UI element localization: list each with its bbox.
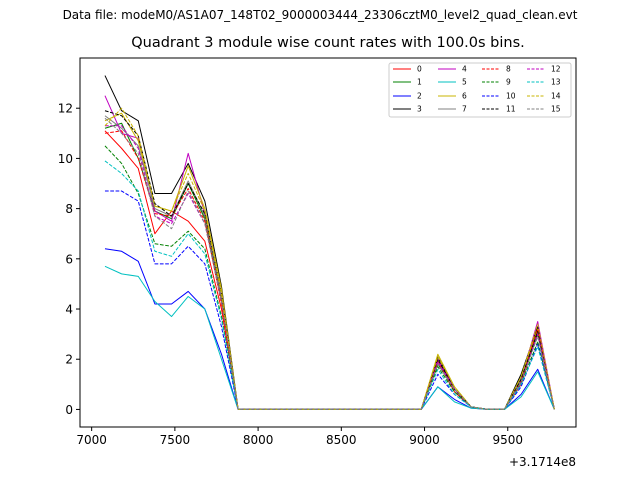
y-axis: 0 2 4 6 8 10 12 xyxy=(58,102,80,417)
y-tick-label: 10 xyxy=(58,152,73,166)
y-tick-label: 12 xyxy=(58,102,73,116)
legend-label-13: 13 xyxy=(551,78,561,87)
y-tick-label: 6 xyxy=(65,252,73,266)
series-line-1 xyxy=(104,122,555,410)
legend-label-2: 2 xyxy=(417,92,422,101)
legend-label-1: 1 xyxy=(417,78,422,87)
legend-label-7: 7 xyxy=(462,105,467,114)
y-tick-label: 2 xyxy=(65,353,73,367)
series-layer xyxy=(104,75,555,410)
legend-label-15: 15 xyxy=(551,105,561,114)
series-line-13 xyxy=(104,160,555,410)
series-line-15 xyxy=(104,117,555,410)
x-tick-label: 8500 xyxy=(326,433,357,447)
legend-label-11: 11 xyxy=(506,105,516,114)
x-axis: 7000 7500 8000 8500 9000 9500 xyxy=(76,427,523,447)
chart-title: Quadrant 3 module wise count rates with … xyxy=(131,35,525,51)
legend-label-5: 5 xyxy=(462,78,467,87)
series-line-2 xyxy=(104,248,555,410)
series-line-6 xyxy=(104,112,555,410)
figure-suptitle: Data file: modeM0/AS1A07_148T02_90000034… xyxy=(62,8,578,22)
series-line-3 xyxy=(104,75,555,410)
series-line-11 xyxy=(104,110,555,410)
x-tick-label: 8000 xyxy=(243,433,274,447)
series-line-14 xyxy=(104,107,555,410)
x-offset-label: +3.1714e8 xyxy=(509,455,576,469)
x-tick-label: 9500 xyxy=(492,433,523,447)
legend-label-6: 6 xyxy=(462,92,467,101)
series-line-8 xyxy=(104,130,555,410)
y-tick-label: 0 xyxy=(65,403,73,417)
legend-label-9: 9 xyxy=(506,78,511,87)
x-tick-label: 9000 xyxy=(409,433,440,447)
x-tick-label: 7500 xyxy=(160,433,191,447)
legend-label-12: 12 xyxy=(551,65,561,74)
legend-label-10: 10 xyxy=(506,92,516,101)
x-tick-label: 7000 xyxy=(76,433,107,447)
series-line-12 xyxy=(104,125,555,410)
plot-frame xyxy=(79,57,577,428)
series-line-5 xyxy=(104,265,555,410)
legend-label-4: 4 xyxy=(462,65,467,74)
legend-label-3: 3 xyxy=(417,105,422,114)
series-line-9 xyxy=(104,145,555,410)
legend-label-8: 8 xyxy=(506,65,511,74)
legend-box xyxy=(388,62,572,118)
legend-label-14: 14 xyxy=(551,92,561,101)
y-tick-label: 4 xyxy=(65,303,73,317)
series-line-0 xyxy=(104,130,555,410)
series-line-4 xyxy=(104,95,555,410)
y-tick-label: 8 xyxy=(65,202,73,216)
series-line-10 xyxy=(104,190,555,410)
legend-label-0: 0 xyxy=(417,65,422,74)
